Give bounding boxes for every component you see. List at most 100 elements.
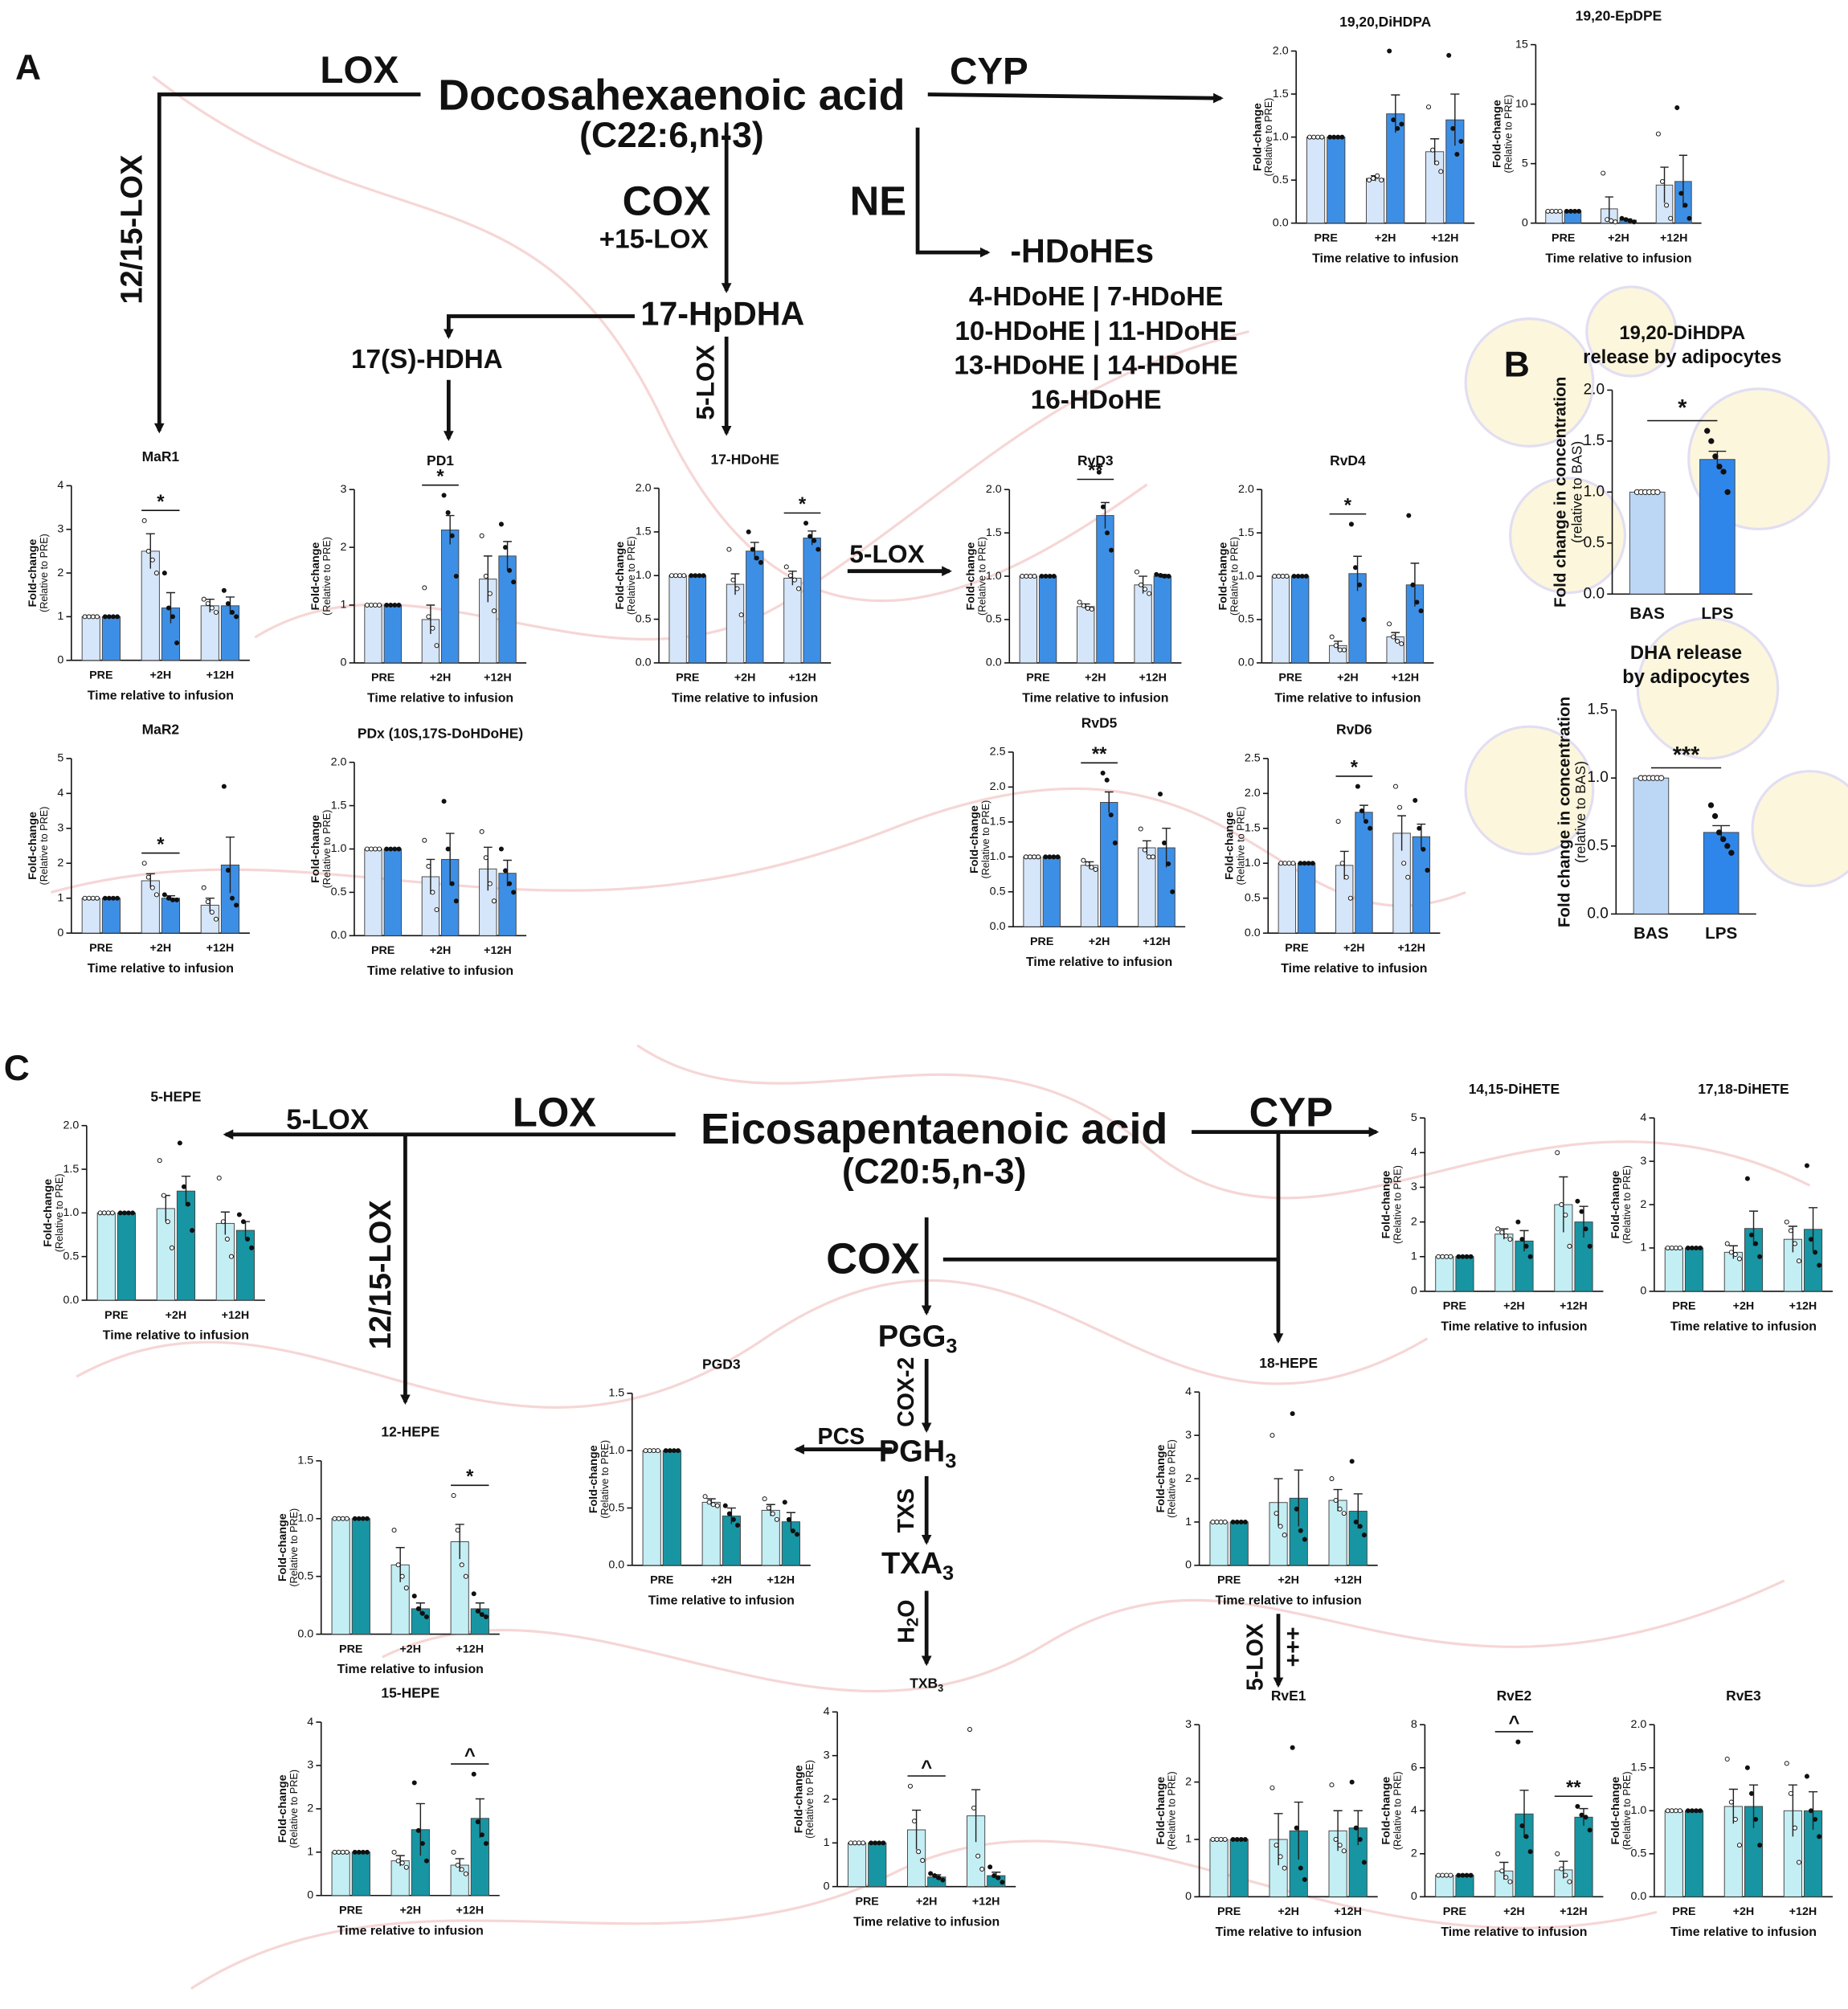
- x-axis-label: Time relative to infusion: [1022, 691, 1168, 705]
- x-axis-label: Time relative to infusion: [672, 691, 818, 705]
- data-point: [1139, 582, 1144, 587]
- y-tick-label: 1.0: [63, 1206, 80, 1219]
- error-bar: [1660, 166, 1669, 203]
- metabolite: TXA3: [881, 1547, 954, 1585]
- y-tick-label: 2: [1185, 1775, 1192, 1788]
- data-point: [1613, 219, 1618, 225]
- bar: [215, 1222, 235, 1301]
- data-point: [221, 587, 227, 593]
- data-point: [221, 784, 227, 789]
- data-point: [110, 614, 116, 620]
- data-point: [125, 1210, 132, 1216]
- data-point: [1357, 582, 1363, 587]
- data-point: [1732, 1816, 1738, 1822]
- y-tick-label: 2.0: [636, 481, 652, 494]
- data-point: [1337, 647, 1343, 653]
- data-point: [1708, 438, 1715, 444]
- data-point: [1736, 1256, 1742, 1262]
- data-point: [1519, 1823, 1525, 1829]
- data-point: [471, 1591, 476, 1597]
- data-point: [1567, 1879, 1572, 1884]
- data-point: [94, 895, 100, 901]
- bar: [81, 616, 100, 661]
- data-point: [174, 640, 180, 646]
- data-point: [170, 897, 175, 902]
- data-point: [344, 1516, 350, 1521]
- bar: [1327, 137, 1346, 224]
- metabolite-name: PGG: [878, 1320, 946, 1354]
- data-point: [1448, 1254, 1453, 1259]
- error-bar: [1294, 1469, 1303, 1527]
- data-point: [1753, 1816, 1759, 1822]
- data-point: [1694, 1245, 1699, 1250]
- data-point: [726, 1511, 732, 1516]
- x-tick-label: PRE: [371, 672, 395, 685]
- x-axis-label: Time relative to infusion: [1670, 1320, 1817, 1333]
- bar-chart: 0 1 2 3 PD1 Fold-change(Relative to PRE) PRE +2…: [309, 452, 527, 705]
- data-point: [1329, 634, 1335, 640]
- data-point: [1658, 775, 1665, 781]
- arrow: [915, 127, 991, 258]
- x-tick-label: PRE: [1672, 1300, 1695, 1313]
- data-point: [1361, 616, 1367, 622]
- bar-chart: 0.0 0.5 1.0 1.5 12-HEPE Fold-change(Relative …: [276, 1424, 500, 1676]
- data-point: [1417, 825, 1422, 831]
- data-point: [399, 1573, 405, 1579]
- data-point: [1238, 1519, 1244, 1525]
- metabolite-list: 4-HDoHE | 7-HDoHE: [969, 282, 1223, 312]
- data-point: [1274, 1511, 1279, 1516]
- y-tick-label: 2.5: [1245, 752, 1261, 765]
- data-point: [816, 546, 821, 552]
- data-point: [388, 846, 394, 852]
- data-point: [453, 898, 459, 904]
- reagent: H2O: [893, 1600, 922, 1643]
- y-tick-label: 0.5: [608, 1501, 624, 1514]
- enzyme: 5-LOX: [691, 345, 720, 419]
- data-point: [1567, 1243, 1572, 1249]
- bar: [1080, 865, 1099, 927]
- data-point: [213, 609, 219, 615]
- bar-chart: 0.0 0.5 1.0 1.5 2.0 2.5 RvD6 Fold-change(Relati…: [1223, 722, 1441, 976]
- significance-label: *: [799, 493, 807, 515]
- data-point: [655, 1448, 660, 1454]
- data-point: [940, 1877, 946, 1883]
- data-point: [1242, 1519, 1248, 1525]
- data-point: [1361, 1532, 1367, 1538]
- data-point: [487, 881, 493, 886]
- data-point: [364, 1849, 370, 1855]
- data-point: [1286, 861, 1292, 866]
- data-point: [1234, 1519, 1240, 1525]
- error-bar: [503, 859, 512, 886]
- error-bar: [788, 571, 797, 586]
- bar: [1077, 606, 1095, 664]
- x-tick-label: PRE: [1443, 1300, 1466, 1313]
- data-point: [677, 573, 683, 579]
- chart-title: 19,20-DiHDPA: [1619, 322, 1745, 344]
- y-tick-label: 0.0: [1587, 905, 1608, 922]
- enzyme: 12/15-LOX: [116, 154, 149, 305]
- data-point: [1744, 1176, 1750, 1181]
- data-point: [1788, 1790, 1793, 1796]
- bar: [1684, 1810, 1704, 1897]
- data-point: [368, 602, 374, 608]
- data-point: [1813, 1816, 1818, 1822]
- x-tick-label: PRE: [1217, 1574, 1241, 1587]
- enzyme: PCS: [818, 1424, 865, 1450]
- data-point: [1222, 1836, 1228, 1842]
- data-point: [651, 1448, 656, 1454]
- data-point: [1587, 1243, 1592, 1249]
- x-tick-label: +2H: [399, 1643, 421, 1655]
- data-point: [479, 829, 484, 834]
- data-point: [426, 614, 431, 620]
- data-point: [1748, 1232, 1754, 1238]
- y-tick-label: 0: [1411, 1890, 1417, 1903]
- arrow: [444, 314, 635, 340]
- y-axis-label: (Relative to PRE): [626, 536, 637, 615]
- x-tick-label: +2H: [711, 1574, 733, 1587]
- data-point: [675, 1448, 681, 1454]
- data-point: [1278, 861, 1284, 866]
- data-point: [502, 545, 509, 550]
- data-point: [987, 1864, 993, 1870]
- data-point: [1413, 798, 1418, 804]
- y-tick-label: 0.0: [608, 1559, 624, 1572]
